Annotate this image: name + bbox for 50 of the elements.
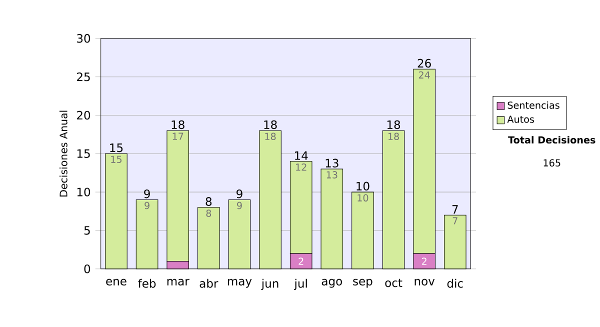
total-label: 18 xyxy=(264,120,277,130)
x-tick-label: jul xyxy=(294,279,307,290)
total-label: 14 xyxy=(295,152,308,160)
x-tick-label: oct xyxy=(385,279,402,288)
x-tick-label: ago xyxy=(322,279,342,288)
x-tick-label: jun xyxy=(261,279,278,290)
x-tick-label: ene xyxy=(106,279,126,286)
text: Total Decisiones xyxy=(508,136,596,144)
x-tick-label: may xyxy=(228,279,252,288)
data-label: 7 xyxy=(452,218,458,225)
data-label: 18 xyxy=(388,133,399,140)
x-tick-label: sep xyxy=(353,279,372,288)
x-tick-label: abr xyxy=(200,279,218,288)
data-label: 8 xyxy=(206,210,212,218)
data-label: 10 xyxy=(358,194,368,202)
total-label: 9 xyxy=(144,190,150,198)
data-label: 12 xyxy=(296,164,306,171)
legend-label: Sentencias xyxy=(508,102,560,110)
data-label: 2 xyxy=(422,258,426,266)
x-tick-label: mar xyxy=(167,279,190,286)
total-label: 8 xyxy=(206,197,212,206)
total-label: 9 xyxy=(236,190,242,198)
data-label: 2 xyxy=(298,258,304,266)
data-label: 9 xyxy=(144,202,150,210)
total-label: 7 xyxy=(452,205,458,214)
y-tick-label: 5 xyxy=(84,226,90,235)
data-label: 13 xyxy=(326,171,338,179)
data-label: 17 xyxy=(172,133,184,140)
data-label: 18 xyxy=(265,133,276,140)
y-tick-label: 15 xyxy=(77,150,90,158)
total-label: 13 xyxy=(326,159,338,168)
total-label: 10 xyxy=(356,182,370,191)
legend-label: Autos xyxy=(507,116,534,124)
y-tick-label: 20 xyxy=(77,111,90,120)
x-tick-label: feb xyxy=(138,279,156,288)
total-label: 15 xyxy=(110,144,123,152)
total-label: 26 xyxy=(418,59,431,68)
x-tick-label: nov xyxy=(414,279,435,286)
data-label: 9 xyxy=(237,202,242,210)
x-tick-label: dic xyxy=(447,279,463,288)
y-tick-label: 0 xyxy=(84,264,90,274)
y-tick-label: 25 xyxy=(77,72,90,82)
y-tick-label: 30 xyxy=(77,34,90,44)
data-label: 15 xyxy=(111,156,122,164)
y-tick-label: 10 xyxy=(77,188,90,197)
total-label: 18 xyxy=(172,120,184,130)
text: 165 xyxy=(544,159,560,167)
total-label: 18 xyxy=(387,120,400,130)
y-axis-title: Decisiones Anual xyxy=(59,111,68,197)
data-label: 24 xyxy=(418,72,430,79)
